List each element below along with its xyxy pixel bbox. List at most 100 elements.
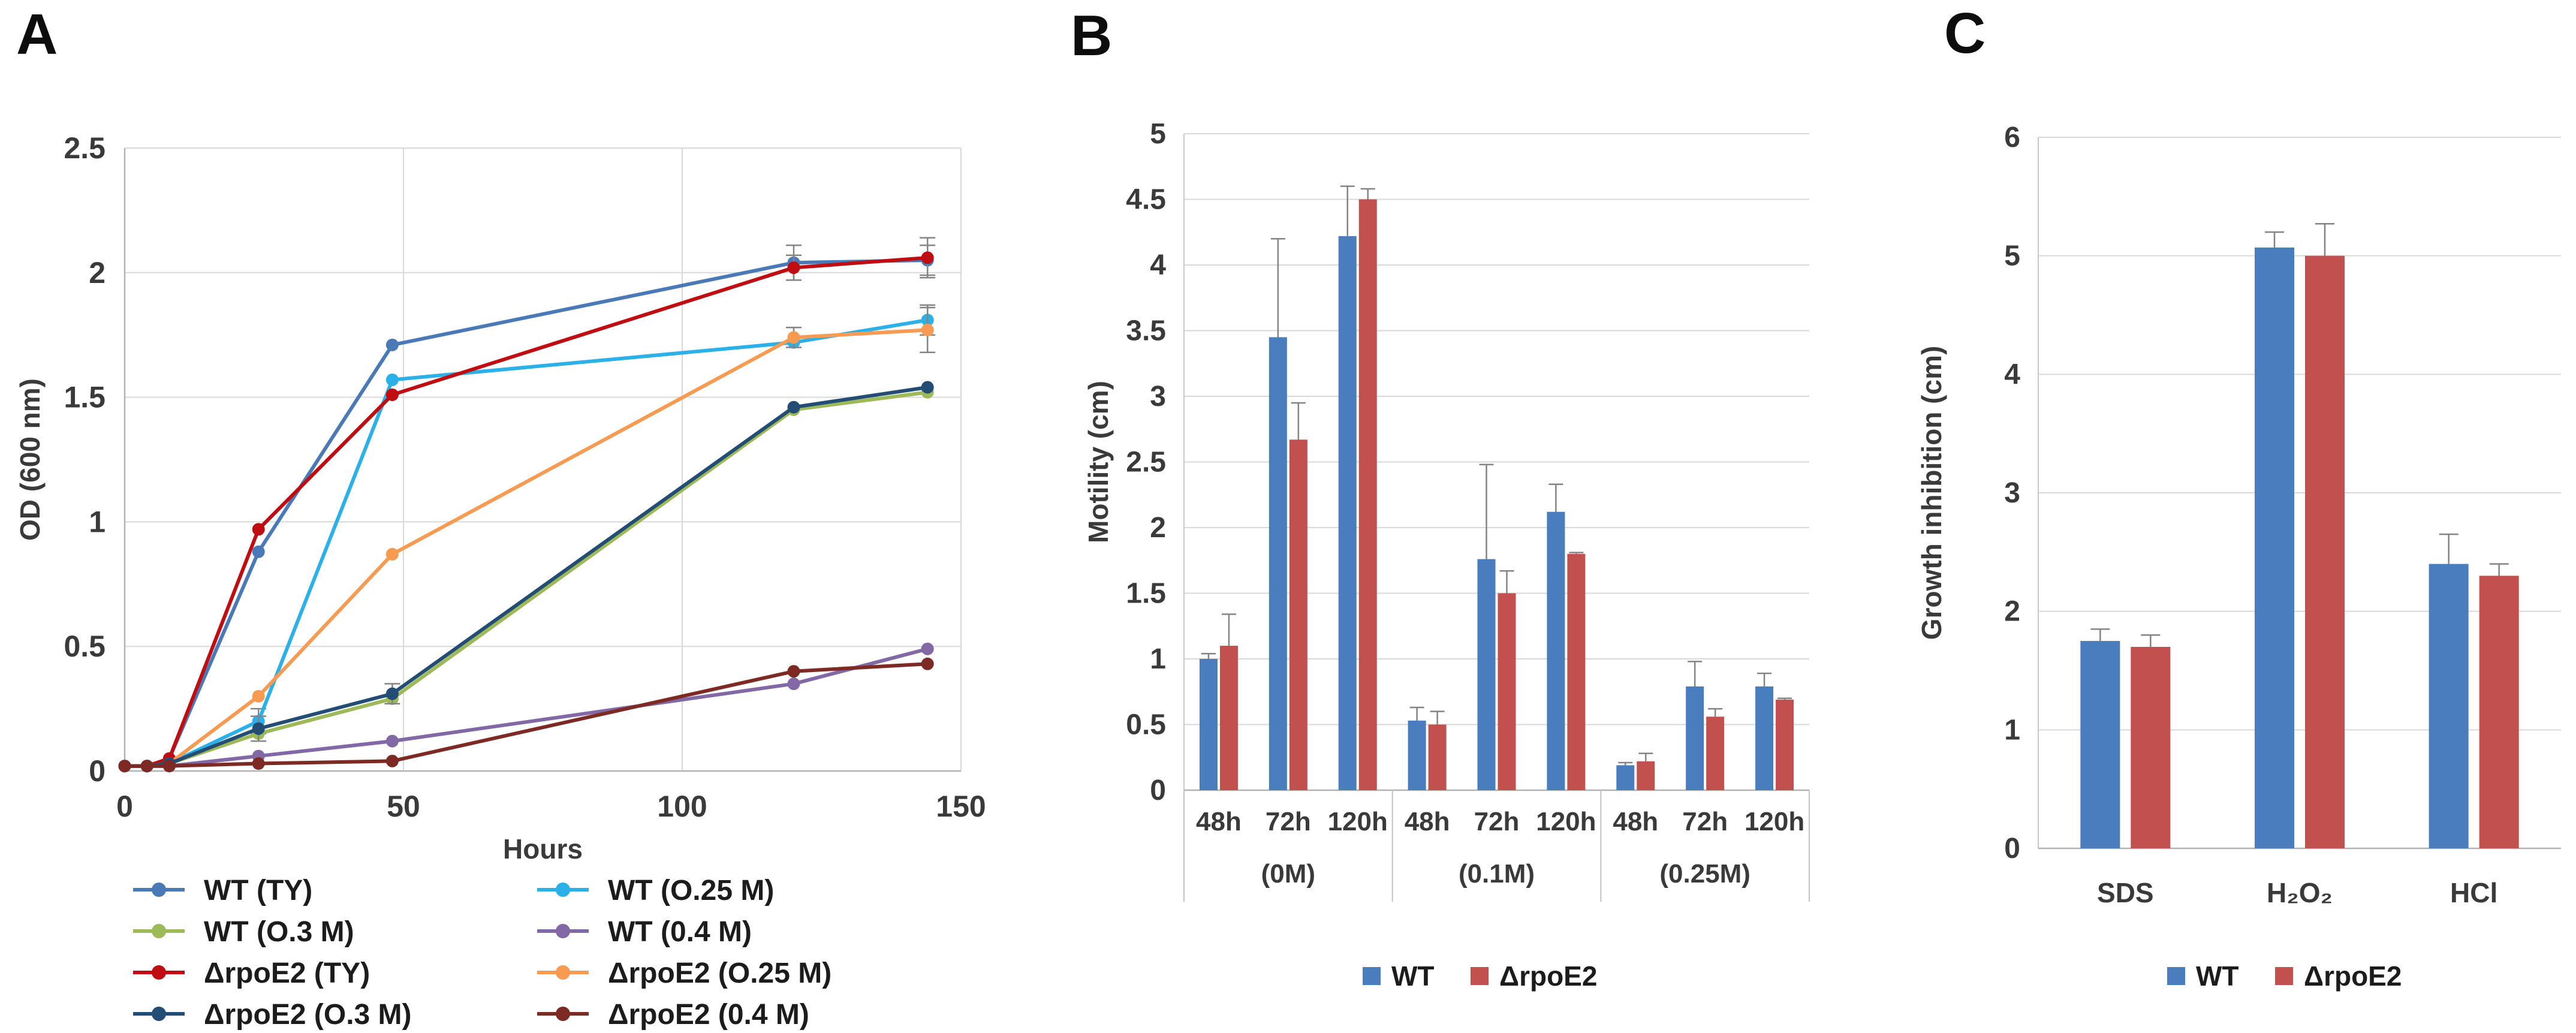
data-point-marker — [921, 642, 934, 655]
line-series-rpoe2-o-25-m — [118, 306, 936, 773]
category-label: 120h — [1745, 807, 1804, 836]
legend-item-wt-0-4-m: WT (0.4 M) — [537, 916, 752, 948]
y-tick-label: 0 — [1150, 775, 1166, 806]
legend-label: WT (0.4 M) — [608, 916, 752, 948]
legend-label: ΔrpoE2 (0.4 M) — [608, 999, 809, 1031]
y-tick-label: 1 — [1150, 643, 1166, 675]
legend-swatch-rpoe2 — [2275, 967, 2293, 985]
y-tick-label: 4 — [1150, 249, 1166, 281]
data-point-marker — [252, 545, 265, 558]
legend-swatch-wt — [1363, 967, 1381, 985]
bar-rpoe2 — [1567, 553, 1586, 790]
bar-wt — [1755, 686, 1774, 790]
bar-wt — [2080, 641, 2120, 848]
legend-marker-swatch — [152, 883, 166, 897]
panel-b-bars-rpoe2 — [1219, 188, 1794, 790]
y-tick-label: 2 — [2004, 596, 2020, 628]
panel-b-bars-wt — [1199, 185, 1774, 790]
legend-label: WT — [1391, 960, 1435, 992]
legend-label: WT (O.25 M) — [608, 875, 774, 906]
data-point-marker — [252, 689, 265, 703]
bar-rpoe2 — [1428, 724, 1447, 790]
panel-c-legend: WT ΔrpoE2 — [2167, 960, 2402, 992]
y-tick-label: 6 — [2004, 122, 2020, 153]
data-point-marker — [921, 251, 934, 264]
data-point-marker — [787, 665, 800, 678]
category-label: 72h — [1682, 807, 1728, 836]
y-tick-label: 2.5 — [1126, 447, 1166, 478]
bar-wt — [2429, 564, 2469, 848]
bar-wt — [1408, 720, 1426, 790]
series-line — [123, 328, 930, 768]
series-line — [123, 385, 930, 768]
bar-wt — [1199, 659, 1218, 790]
bar-wt — [1547, 511, 1565, 790]
category-label: 48h — [1196, 807, 1242, 836]
legend-label: ΔrpoE2 (O.3 M) — [204, 999, 412, 1031]
legend-marker-swatch — [152, 924, 166, 938]
x-tick-label: 150 — [936, 790, 986, 823]
legend-swatch-wt — [2167, 967, 2185, 985]
y-tick-label: 0.5 — [1126, 709, 1166, 741]
legend-marker-swatch — [556, 883, 570, 897]
line-series-wt-ty — [118, 244, 936, 773]
data-point-marker — [385, 374, 399, 387]
legend-item-rpoe2-ty: ΔrpoE2 (TY) — [133, 957, 370, 989]
data-point-marker — [162, 760, 176, 773]
panel-b-chart: 0 0.5 1 1.5 2 2.5 3 3.5 4 4.5 5 Motility (cm) 48h 72h… — [1083, 118, 1810, 992]
data-point-marker — [787, 400, 800, 414]
group-label: (0.25M) — [1659, 859, 1751, 889]
category-label: 48h — [1405, 807, 1450, 836]
legend-marker-swatch — [556, 924, 570, 938]
y-tick-label: 1 — [89, 505, 106, 538]
y-tick-label: 4.5 — [1126, 184, 1166, 216]
y-tick-label: 2 — [89, 256, 106, 290]
category-label: 72h — [1474, 807, 1520, 836]
bar-wt — [2255, 247, 2294, 849]
y-tick-label: 0 — [2004, 833, 2020, 865]
y-tick-label: 5 — [1150, 118, 1166, 150]
bar-wt — [1477, 559, 1496, 790]
bar-rpoe2 — [1498, 593, 1516, 790]
legend-item-wt-o-25-m: WT (O.25 M) — [537, 875, 774, 906]
data-point-marker — [787, 677, 800, 691]
data-point-marker — [787, 261, 800, 274]
bar-wt — [1338, 236, 1357, 790]
legend-label: WT (O.3 M) — [204, 916, 354, 948]
data-point-marker — [252, 523, 265, 536]
category-label: 48h — [1613, 807, 1658, 836]
line-series-rpoe2-0-4-m — [118, 657, 934, 773]
x-tick-label: 50 — [387, 790, 420, 823]
legend-label: ΔrpoE2 (O.25 M) — [608, 957, 831, 989]
data-point-marker — [787, 331, 800, 344]
panel-b-letter: B — [1071, 4, 1113, 68]
data-point-marker — [385, 388, 399, 401]
panel-c-bars-rpoe2 — [2131, 223, 2519, 849]
data-point-marker — [118, 760, 131, 773]
panel-c-bars-wt — [2080, 231, 2469, 849]
data-point-marker — [252, 757, 265, 770]
bar-wt — [1269, 337, 1287, 790]
bar-wt — [1616, 765, 1635, 790]
category-label: H₂O₂ — [2267, 877, 2333, 908]
group-label: (0M) — [1261, 859, 1315, 889]
x-axis-title: Hours — [503, 833, 583, 865]
legend-item-rpoe2-o-3-m: ΔrpoE2 (O.3 M) — [133, 999, 412, 1031]
data-point-marker — [921, 657, 934, 670]
bar-rpoe2 — [1706, 716, 1725, 790]
legend-marker-swatch — [556, 1007, 570, 1021]
category-label: 120h — [1328, 807, 1388, 836]
data-point-marker — [921, 381, 934, 394]
legend-swatch-rpoe2 — [1471, 967, 1489, 985]
category-label: 72h — [1266, 807, 1311, 836]
series-line — [123, 255, 930, 768]
bar-rpoe2 — [2479, 576, 2519, 848]
legend-marker-swatch — [152, 965, 166, 980]
bar-rpoe2 — [1776, 699, 1794, 790]
bar-wt — [1686, 686, 1704, 790]
y-tick-label: 2.5 — [64, 131, 106, 165]
y-tick-label: 0 — [89, 754, 106, 788]
panel-a-chart: 0 0.5 1 1.5 2 2.5 0 50 100 150 Hours OD (600 nm) WT … — [14, 131, 986, 1031]
y-tick-label: 0.5 — [64, 630, 106, 663]
panel-c-letter: C — [1944, 1, 1986, 65]
